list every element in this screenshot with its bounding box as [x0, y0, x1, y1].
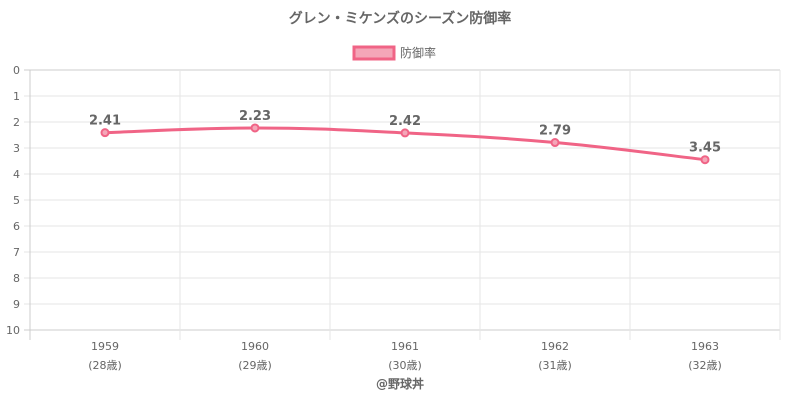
data-point[interactable] — [100, 128, 110, 138]
y-tick-label: 2 — [13, 116, 20, 129]
y-tick-label: 8 — [13, 272, 20, 285]
grid — [24, 69, 781, 340]
y-tick-label: 6 — [13, 220, 20, 233]
x-tick-label: 1959 — [91, 340, 119, 353]
x-axis: 1959 (28歳) 1960 (29歳) 1961 (30歳) 1962 (31歳) 1963… — [88, 340, 722, 372]
data-labels: 2.41 2.23 2.42 2.79 3.45 — [89, 109, 721, 156]
y-tick-label: 10 — [6, 324, 20, 337]
x-tick-label: 1961 — [391, 340, 419, 353]
y-tick-label: 0 — [13, 64, 20, 77]
x-tick-sublabel: (30歳) — [388, 359, 422, 372]
x-tick-label: 1963 — [691, 340, 719, 353]
y-tick-label: 7 — [13, 246, 20, 259]
data-point[interactable] — [250, 123, 260, 133]
data-label: 2.23 — [239, 109, 271, 124]
series-line — [100, 123, 710, 165]
data-label: 2.79 — [539, 124, 571, 139]
x-tick-label: 1962 — [541, 340, 569, 353]
y-tick-label: 5 — [13, 194, 20, 207]
data-label: 2.42 — [389, 114, 421, 129]
data-label: 3.45 — [689, 141, 721, 156]
data-label: 2.41 — [89, 114, 121, 129]
data-point[interactable] — [400, 128, 410, 138]
x-tick-sublabel: (29歳) — [238, 359, 272, 372]
y-tick-label: 9 — [13, 298, 20, 311]
footer-credit: @野球丼 — [376, 376, 424, 391]
x-tick-sublabel: (28歳) — [88, 359, 122, 372]
data-point[interactable] — [700, 155, 710, 165]
legend-swatch — [352, 45, 396, 61]
legend[interactable]: 防御率 — [352, 45, 436, 61]
legend-label: 防御率 — [400, 45, 436, 60]
y-axis: 0 1 2 3 4 5 6 7 8 9 10 — [6, 64, 20, 337]
y-tick-label: 4 — [13, 168, 20, 181]
x-tick-sublabel: (32歳) — [688, 359, 722, 372]
x-tick-sublabel: (31歳) — [538, 359, 572, 372]
data-point[interactable] — [550, 138, 560, 148]
y-tick-label: 3 — [13, 142, 20, 155]
chart-title: グレン・ミケンズのシーズン防御率 — [289, 10, 512, 27]
x-tick-label: 1960 — [241, 340, 269, 353]
y-tick-label: 1 — [13, 90, 20, 103]
